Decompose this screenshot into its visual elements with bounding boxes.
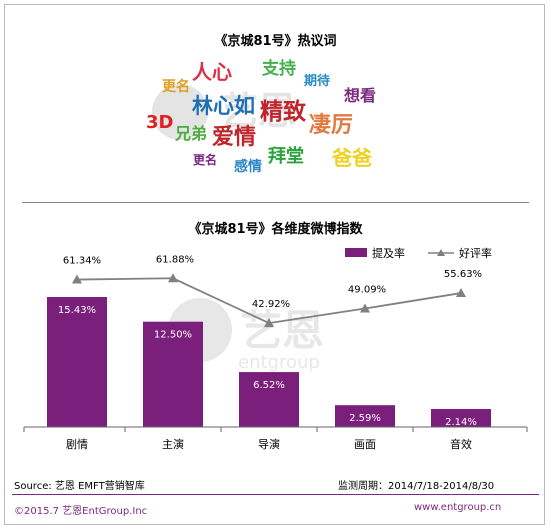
- legend-label-bar: 提及率: [372, 246, 405, 260]
- line-point-2: [264, 318, 274, 328]
- svg-text:艺恩: 艺恩: [220, 89, 296, 133]
- bar-2: [239, 372, 299, 427]
- word-qidai: 期待: [304, 74, 331, 89]
- legend-marker-line: [437, 249, 445, 256]
- footer-divider: [12, 494, 539, 495]
- word-gengming-1: 更名: [162, 79, 190, 95]
- line-label-3: 49.09%: [348, 285, 386, 296]
- bar-1: [143, 321, 203, 427]
- entgroup-logo-watermark-top: 艺恩: [150, 72, 370, 156]
- line-label-4: 55.63%: [444, 269, 482, 280]
- line-label-0: 61.34%: [63, 256, 101, 267]
- wordcloud-title: 《京城81号》热议词: [214, 34, 337, 49]
- bar-label-1: 12.50%: [154, 330, 192, 341]
- bar-label-0: 15.43%: [58, 305, 96, 316]
- line-point-1: [168, 273, 178, 283]
- bar-label-3: 2.59%: [349, 413, 381, 424]
- legend-label-line: 好评率: [459, 246, 492, 260]
- word-xiangkan: 想看: [344, 86, 377, 105]
- word-linxinru: 林心如: [192, 94, 255, 118]
- category-label-4: 音效: [450, 437, 472, 451]
- bar-label-4: 2.14%: [445, 417, 477, 428]
- word-3d: 3D: [146, 112, 174, 133]
- chart-title: 《京城81号》各维度微博指数: [188, 222, 363, 237]
- word-baba: 爸爸: [332, 146, 372, 170]
- bar-label-2: 6.52%: [253, 380, 285, 391]
- bar-0: [47, 297, 107, 427]
- category-label-3: 画面: [354, 438, 376, 451]
- section-divider: [22, 202, 529, 203]
- word-qili: 凄厉: [309, 113, 354, 138]
- category-label-0: 剧情: [66, 438, 88, 451]
- word-xiongdi: 兄弟: [175, 124, 208, 143]
- category-label-1: 主演: [162, 437, 184, 451]
- line-point-0: [72, 274, 82, 284]
- line-label-2: 42.92%: [252, 299, 290, 310]
- word-aiqing: 爱情: [212, 125, 257, 150]
- svg-text:entgroup: entgroup: [238, 352, 320, 373]
- source-text: Source: 艺恩 EMFT营销智库: [14, 481, 145, 492]
- period-text: 监测周期：2014/7/18-2014/8/30: [338, 481, 495, 492]
- word-gengming-2: 更名: [193, 153, 218, 167]
- category-label-2: 导演: [258, 437, 280, 451]
- svg-text:艺恩: 艺恩: [240, 306, 324, 355]
- word-baitang: 拜堂: [268, 146, 304, 167]
- chart-frame: [4, 4, 545, 525]
- bar-4: [431, 408, 491, 427]
- bar-3: [335, 405, 395, 427]
- word-ganqing: 感情: [234, 159, 262, 175]
- copyright-text: ©2015.7 艺恩EntGroup.Inc: [14, 506, 148, 517]
- website-link[interactable]: www.entgroup.cn: [414, 502, 502, 513]
- word-zhichi: 支持: [262, 59, 296, 79]
- line-point-4: [456, 288, 466, 298]
- legend-swatch-bar: [345, 248, 367, 257]
- word-renxin: 人心: [192, 60, 232, 84]
- word-jingzhi: 精致: [260, 99, 306, 125]
- line-label-1: 61.88%: [156, 254, 194, 265]
- line-point-3: [360, 303, 370, 313]
